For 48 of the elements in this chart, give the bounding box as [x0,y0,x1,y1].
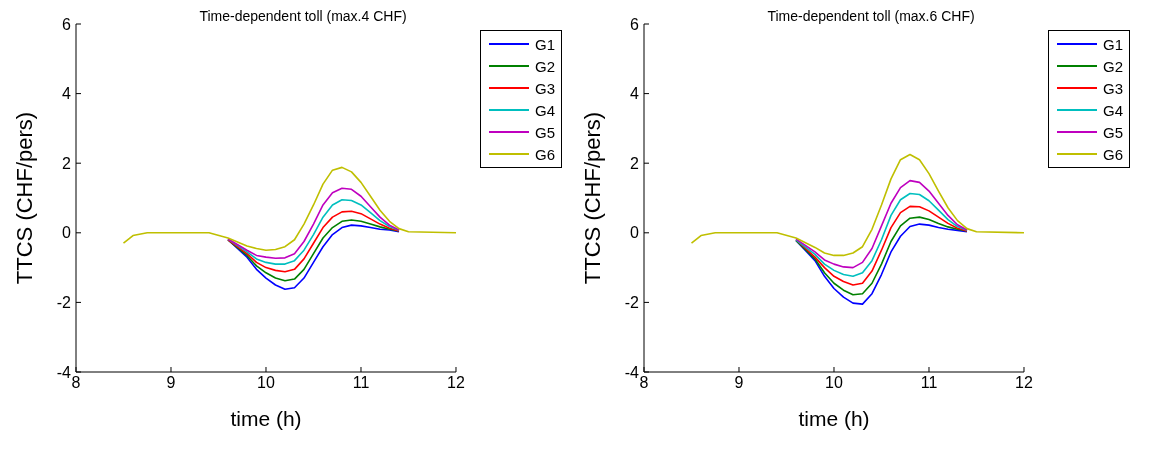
legend-label: G1 [1102,35,1123,53]
y-tick-label: -2 [56,294,72,312]
line-series [227,198,400,265]
x-tick-label: 10 [257,374,275,392]
legend-label: G6 [1102,145,1123,163]
legend-label: G5 [534,123,555,141]
x-axis-title: time (h) [798,407,870,430]
legend-label: G5 [1102,123,1123,141]
x-tick-label: 9 [734,374,744,392]
x-tick-label: 9 [166,374,176,392]
chart-title: Time-dependent toll (max.6 CHF) [767,8,975,24]
y-tick-label: -4 [624,363,640,381]
y-tick-label: 4 [62,85,72,103]
y-axis-title: TTCS (CHF/pers) [579,111,605,285]
x-tick-label: 8 [71,374,81,392]
y-tick-label: 6 [62,15,72,33]
line-series [795,216,968,296]
x-tick-label: 12 [1015,374,1033,392]
y-tick-label: 2 [630,154,640,172]
x-tick-label: 11 [920,374,938,392]
legend-label: G3 [534,79,555,97]
legend-label: G4 [534,101,555,119]
line-series [227,210,400,273]
y-tick-label: 4 [630,85,640,103]
y-tick-label: 2 [62,154,72,172]
legend-label: G6 [534,145,555,163]
line-series [795,192,968,278]
y-axis-title: TTCS (CHF/pers) [11,111,37,285]
y-tick-label: -2 [624,294,640,312]
line-series [122,166,456,251]
x-axis-title: time (h) [230,407,302,430]
y-tick-label: 0 [62,224,72,242]
line-series [690,153,1024,257]
line-series [227,187,400,259]
y-tick-label: -4 [56,363,72,381]
x-tick-label: 10 [825,374,843,392]
x-tick-label: 11 [352,374,370,392]
legend-label: G2 [534,57,555,75]
legend-label: G3 [1102,79,1123,97]
x-tick-label: 12 [447,374,465,392]
legend-label: G4 [1102,101,1123,119]
chart-title: Time-dependent toll (max.4 CHF) [199,8,407,24]
legend-label: G1 [534,35,555,53]
x-tick-label: 8 [639,374,649,392]
line-series [795,179,968,269]
y-tick-label: 6 [630,15,640,33]
y-tick-label: 0 [630,224,640,242]
legend-label: G2 [1102,57,1123,75]
